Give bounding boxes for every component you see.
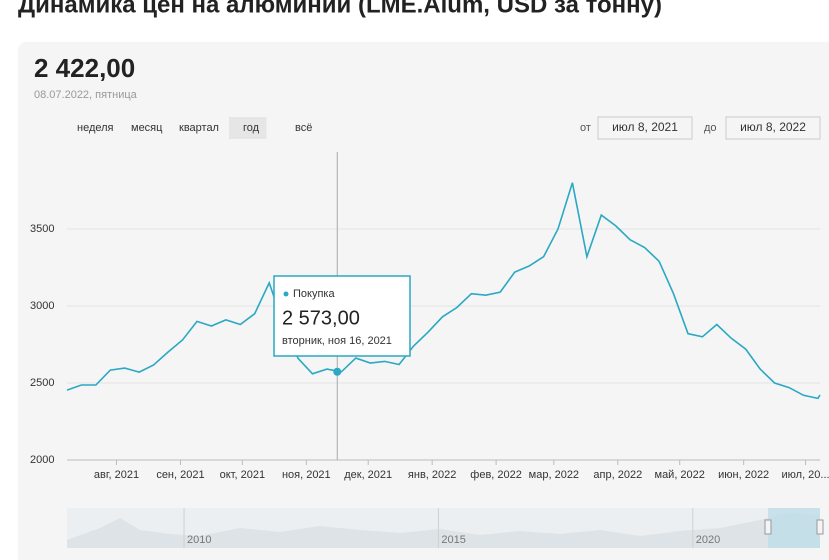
navigator-tick-label: 2020 [696, 534, 720, 546]
navigator-handle[interactable] [764, 519, 772, 535]
navigator-axis: 2010 2015 2020 [183, 508, 720, 548]
from-date[interactable]: июл 8, 2021 [612, 120, 678, 134]
navigator-tick-label: 2010 [187, 534, 211, 546]
y-tick-label: 2500 [30, 377, 54, 389]
period-button[interactable]: всё [295, 122, 312, 134]
page-title: Динамика цен на алюминий (LME.Alum, USD … [18, 0, 662, 18]
tooltip-marker [283, 291, 289, 297]
current-value: 2 422,00 [34, 53, 135, 83]
tooltip-point [333, 367, 342, 376]
x-tick-label: июн, 2022 [718, 469, 769, 481]
navigator-handle[interactable] [816, 519, 824, 535]
x-tick-label: фев, 2022 [470, 469, 522, 481]
period-button[interactable]: год [243, 122, 260, 134]
x-tick-label: окт, 2021 [220, 469, 265, 481]
x-tick-label: ноя, 2021 [282, 469, 331, 481]
period-button[interactable]: месяц [131, 122, 163, 134]
plot: 2000 2500 3000 3500 авг, 2021 сен, 2021 окт, 2… [30, 152, 829, 481]
period-selected[interactable] [229, 117, 267, 139]
period-button[interactable]: неделя [77, 122, 114, 134]
y-tick-label: 3000 [30, 300, 54, 312]
from-label: от [580, 122, 591, 134]
x-tick-label: июл, 20... [782, 469, 829, 481]
price-line [66, 182, 821, 400]
y-tick-label: 2000 [30, 454, 54, 466]
period-button[interactable]: квартал [179, 122, 219, 134]
x-tick-label: авг, 2021 [94, 469, 139, 481]
x-tick-label: дек, 2021 [344, 469, 392, 481]
tooltip-date: вторник, ноя 16, 2021 [282, 335, 392, 347]
to-label: до [704, 122, 717, 134]
period-buttons: неделя месяц квартал год всё [77, 117, 312, 139]
x-tick-label: апр, 2022 [593, 469, 642, 481]
current-date: 08.07.2022, пятница [34, 89, 138, 101]
x-tick-label: янв, 2022 [408, 469, 456, 481]
from-input[interactable] [597, 116, 693, 140]
x-tick-label: май, 2022 [655, 469, 705, 481]
to-date[interactable]: июл 8, 2022 [740, 120, 806, 134]
tooltip-series: Покупка [293, 288, 335, 300]
x-tick-label: сен, 2021 [156, 469, 204, 481]
to-input[interactable] [725, 116, 821, 140]
navigator-selection[interactable] [768, 508, 820, 548]
x-tick-label: мар, 2022 [529, 469, 579, 481]
y-tick-label: 3500 [30, 223, 54, 235]
navigator-tick-label: 2015 [441, 534, 465, 546]
card [18, 42, 829, 560]
tooltip-layer: Покупка 2 573,00 вторник, ноя 16, 2021 [273, 275, 411, 376]
navigator-area [67, 512, 820, 548]
tooltip-box [273, 275, 411, 357]
tooltip-value: 2 573,00 [282, 307, 360, 329]
